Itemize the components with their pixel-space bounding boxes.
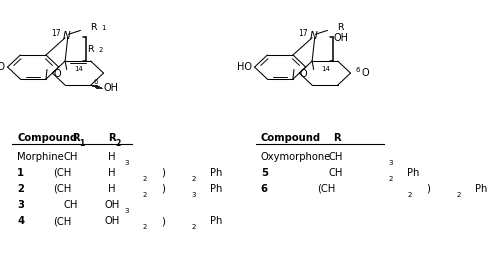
Text: O: O [300, 69, 308, 79]
Text: 2: 2 [98, 47, 103, 53]
Text: ): ) [426, 184, 430, 194]
Text: Morphine: Morphine [17, 152, 64, 162]
Text: 14: 14 [321, 66, 330, 72]
Text: 5: 5 [261, 168, 268, 178]
Text: Ph: Ph [475, 184, 487, 194]
Text: OH: OH [105, 216, 120, 226]
Text: 2: 2 [408, 192, 412, 198]
Text: ): ) [161, 168, 165, 178]
Text: ): ) [161, 216, 165, 226]
Text: 3: 3 [124, 160, 129, 166]
Text: Ph: Ph [210, 184, 222, 194]
Text: R: R [108, 133, 116, 143]
Text: 2: 2 [191, 176, 196, 182]
Text: (CH: (CH [53, 184, 71, 194]
Text: CH: CH [328, 168, 342, 178]
Text: N: N [309, 31, 317, 41]
Text: 2: 2 [143, 176, 147, 182]
Text: CH: CH [328, 152, 342, 162]
Text: R: R [87, 44, 94, 54]
Text: 1: 1 [17, 168, 24, 178]
Text: CH: CH [64, 152, 78, 162]
Text: R: R [338, 23, 344, 32]
Text: OH: OH [105, 200, 120, 210]
Text: (CH: (CH [53, 216, 71, 226]
Text: 2: 2 [388, 176, 393, 182]
Text: ): ) [161, 184, 165, 194]
Text: 2: 2 [191, 224, 196, 230]
Text: OH: OH [104, 83, 119, 93]
Text: 3: 3 [124, 208, 129, 214]
Text: H: H [108, 152, 116, 162]
Text: O: O [53, 69, 61, 79]
Text: Compound: Compound [17, 133, 77, 143]
Text: O: O [361, 68, 369, 78]
Text: 2: 2 [143, 224, 147, 230]
Text: HO: HO [0, 62, 5, 72]
Text: 6: 6 [355, 67, 360, 73]
Text: 6: 6 [93, 79, 98, 85]
Text: 1: 1 [102, 25, 106, 31]
Text: Compound: Compound [261, 133, 321, 143]
Text: 3: 3 [388, 160, 393, 166]
Text: 17: 17 [298, 29, 308, 38]
Text: 3: 3 [191, 192, 196, 198]
Text: 17: 17 [51, 29, 61, 38]
Text: OH: OH [334, 33, 349, 43]
Text: R: R [333, 133, 341, 143]
Text: Ph: Ph [210, 216, 222, 226]
Text: 3: 3 [17, 200, 24, 210]
Text: (CH: (CH [317, 184, 336, 194]
Text: Oxymorphone: Oxymorphone [261, 152, 331, 162]
Text: Ph: Ph [210, 168, 222, 178]
Text: 2: 2 [456, 192, 461, 198]
Text: CH: CH [64, 200, 78, 210]
Text: 6: 6 [261, 184, 268, 194]
Text: R: R [72, 133, 80, 143]
Text: H: H [108, 168, 116, 178]
Text: 1: 1 [79, 139, 84, 148]
Text: Ph: Ph [407, 168, 419, 178]
Text: 2: 2 [115, 139, 120, 148]
Text: 2: 2 [17, 184, 24, 194]
Text: HO: HO [237, 62, 252, 72]
Text: 14: 14 [74, 66, 83, 72]
Text: R: R [91, 23, 97, 32]
Text: 2: 2 [143, 192, 147, 198]
Text: N: N [62, 31, 70, 41]
Text: H: H [108, 184, 116, 194]
Text: 4: 4 [17, 216, 24, 226]
Text: (CH: (CH [53, 168, 71, 178]
